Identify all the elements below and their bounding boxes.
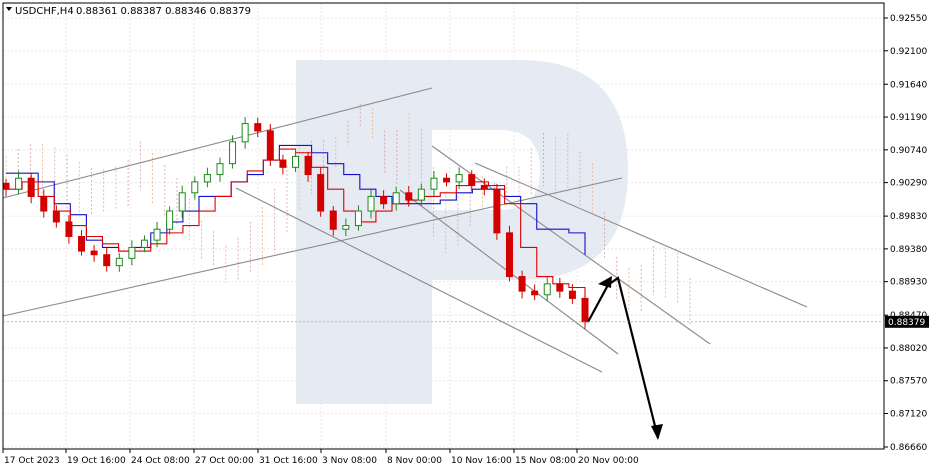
candle-body <box>468 174 476 187</box>
y-tick-label: 0.92100 <box>890 47 927 57</box>
candle-body <box>279 159 287 168</box>
candle-body <box>292 155 299 168</box>
candle-body <box>380 195 388 205</box>
y-tick-label: 0.91190 <box>890 113 927 123</box>
current-price-marker: 0.88379 <box>3 315 929 328</box>
candle-body <box>216 163 224 176</box>
candle-body <box>304 155 312 176</box>
x-tick-label: 31 Oct 16:00 <box>259 456 318 466</box>
candle-body <box>153 228 161 241</box>
candle-body <box>367 195 375 212</box>
candle-body <box>581 297 589 323</box>
arrow-head-up <box>598 276 612 288</box>
symbol-label: USDCHF,H4 <box>15 6 74 17</box>
candle-body <box>191 181 199 194</box>
ichimoku-lines <box>6 144 586 299</box>
candle-body <box>78 236 86 252</box>
candle-body <box>15 177 23 190</box>
ichimoku-cloud <box>5 103 691 326</box>
candle-body <box>568 290 576 299</box>
candle-body <box>417 188 425 201</box>
x-tick-label: 3 Nov 08:00 <box>322 456 377 466</box>
candle-body <box>115 257 123 267</box>
forecast-arrows <box>587 276 663 440</box>
triangle-down-icon[interactable] <box>6 7 12 11</box>
candle-body <box>556 283 564 292</box>
candle-body <box>90 250 98 256</box>
candle-body <box>531 290 539 296</box>
current-price-label: 0.88379 <box>888 318 925 328</box>
candle-body <box>40 195 48 212</box>
y-tick-label: 0.87570 <box>890 377 927 387</box>
y-tick-label: 0.88930 <box>890 278 927 288</box>
candle-body <box>392 192 400 205</box>
candle-body <box>354 210 362 227</box>
y-tick-label: 0.91640 <box>890 80 927 90</box>
y-tick-label: 0.92550 <box>890 14 927 24</box>
tenkan-line <box>6 148 586 299</box>
candle-body <box>443 177 451 183</box>
trendline <box>2 177 623 317</box>
candle-body <box>543 283 551 296</box>
forecast-path <box>587 276 660 439</box>
x-tick-label: 10 Nov 16:00 <box>451 456 512 466</box>
watermark-shape <box>296 60 628 404</box>
y-tick-label: 0.90740 <box>890 146 927 156</box>
candle-body <box>493 188 501 234</box>
candle-body <box>241 123 249 143</box>
y-tick-label: 0.89380 <box>890 245 927 255</box>
trendline <box>431 145 711 345</box>
candle-body <box>229 141 237 165</box>
arrow-head-down <box>651 424 663 440</box>
y-tick-label: 0.87120 <box>890 409 927 419</box>
candle-body <box>254 123 262 132</box>
candle-body <box>27 177 35 197</box>
candles <box>2 116 589 329</box>
kijun-line <box>6 144 586 255</box>
candle-body <box>2 182 10 190</box>
candle-body <box>52 210 60 223</box>
candle-body <box>518 276 526 292</box>
candle-body <box>430 177 438 190</box>
candle-body <box>317 174 325 212</box>
y-tick-label: 0.89830 <box>890 212 927 222</box>
candle-body <box>342 225 350 230</box>
chart-title: USDCHF,H4 0.88361 0.88387 0.88346 0.8837… <box>6 6 251 17</box>
candle-body <box>166 210 174 230</box>
x-tick-label: 20 Nov 00:00 <box>578 456 639 466</box>
x-tick-label: 8 Nov 00:00 <box>387 456 442 466</box>
x-tick-label: 17 Oct 2023 <box>4 456 60 466</box>
trendline <box>2 87 433 199</box>
x-tick-label: 27 Oct 00:00 <box>195 456 254 466</box>
watermark-logo <box>296 60 628 404</box>
candle-body <box>405 192 413 201</box>
current-price-box <box>885 315 929 328</box>
quote-values: 0.88361 0.88387 0.88346 0.88379 <box>76 6 251 17</box>
y-tick-label: 0.90290 <box>890 179 927 189</box>
candle-body <box>103 254 111 267</box>
candle-body <box>128 246 136 259</box>
candle-body <box>480 185 488 190</box>
x-tick-label: 19 Oct 16:00 <box>67 456 126 466</box>
trendlines <box>2 87 808 373</box>
candle-body <box>140 239 148 248</box>
candle-body <box>455 174 463 183</box>
y-tick-label: 0.88020 <box>890 344 927 354</box>
trendline <box>474 162 808 308</box>
candle-body <box>178 192 186 212</box>
x-tick-label: 15 Nov 08:00 <box>515 456 576 466</box>
candle-body <box>329 210 337 230</box>
time-axis: 17 Oct 2023 19 Oct 16:00 24 Oct 08:00 27 Oc… <box>2 449 639 466</box>
candle-body <box>203 174 211 183</box>
x-tick-label: 24 Oct 08:00 <box>131 456 190 466</box>
plot-border <box>2 2 885 450</box>
y-tick-label: 0.86660 <box>890 443 927 453</box>
candle-body <box>505 232 513 278</box>
trendline <box>235 187 603 373</box>
candle-body <box>266 130 274 161</box>
candle-body <box>65 221 73 238</box>
